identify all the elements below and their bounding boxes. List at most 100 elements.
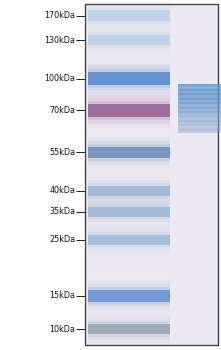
Bar xyxy=(88,5,170,27)
Bar xyxy=(88,177,170,204)
Bar xyxy=(88,196,170,228)
Bar xyxy=(88,284,170,307)
Bar xyxy=(178,91,221,92)
Text: 10kDa: 10kDa xyxy=(49,324,75,334)
Bar xyxy=(88,204,170,219)
Bar xyxy=(178,87,221,88)
Text: 25kDa: 25kDa xyxy=(49,235,75,244)
Bar xyxy=(88,324,170,334)
Bar xyxy=(178,94,221,96)
Text: 130kDa: 130kDa xyxy=(44,36,75,45)
Bar xyxy=(178,104,221,105)
Bar xyxy=(88,95,170,125)
Bar xyxy=(178,99,221,100)
Bar xyxy=(88,135,170,169)
Bar xyxy=(178,85,221,86)
Bar xyxy=(88,72,170,85)
Bar xyxy=(178,128,221,130)
Bar xyxy=(88,69,170,88)
Bar xyxy=(88,224,170,256)
Bar xyxy=(88,174,170,207)
Bar xyxy=(178,130,221,131)
Bar xyxy=(88,30,170,51)
Text: 55kDa: 55kDa xyxy=(49,148,75,157)
Bar xyxy=(178,132,221,133)
Bar xyxy=(178,103,221,104)
Bar xyxy=(88,10,170,21)
Bar xyxy=(88,226,170,253)
Bar xyxy=(88,198,170,225)
Bar xyxy=(178,116,221,117)
Bar xyxy=(178,117,221,118)
Bar xyxy=(178,84,221,86)
Bar xyxy=(88,229,170,250)
Bar xyxy=(88,141,170,163)
Bar xyxy=(88,186,170,196)
Bar xyxy=(178,130,221,131)
Bar xyxy=(178,125,221,126)
Bar xyxy=(88,101,170,120)
Bar xyxy=(178,84,221,85)
Bar xyxy=(88,104,170,117)
Bar xyxy=(178,118,221,119)
Bar xyxy=(88,2,170,29)
Bar xyxy=(88,287,170,304)
Bar xyxy=(88,61,170,97)
Bar xyxy=(178,106,221,108)
Bar xyxy=(178,122,221,123)
Bar xyxy=(178,103,221,104)
Bar xyxy=(88,138,170,166)
Bar xyxy=(178,124,221,125)
Bar xyxy=(178,126,221,127)
Bar xyxy=(88,281,170,310)
Bar xyxy=(88,98,170,122)
Bar xyxy=(178,98,221,99)
Bar xyxy=(178,109,221,110)
Bar xyxy=(178,102,221,103)
Text: 170kDa: 170kDa xyxy=(44,11,75,20)
Bar xyxy=(178,89,221,90)
Text: 70kDa: 70kDa xyxy=(49,106,75,115)
Bar xyxy=(178,116,221,118)
Bar xyxy=(178,93,221,94)
Bar xyxy=(178,120,221,121)
Bar xyxy=(178,98,221,99)
Bar xyxy=(178,101,221,102)
Bar xyxy=(88,64,170,94)
Bar xyxy=(178,125,221,126)
Bar xyxy=(88,66,170,91)
Bar xyxy=(88,27,170,54)
Bar xyxy=(88,144,170,161)
Bar xyxy=(88,321,170,337)
Bar xyxy=(88,183,170,199)
Bar xyxy=(88,232,170,247)
Bar xyxy=(88,313,170,345)
Bar xyxy=(178,112,221,113)
Bar xyxy=(178,100,221,101)
Bar xyxy=(178,86,221,87)
Bar xyxy=(178,96,221,97)
Bar xyxy=(178,111,221,112)
Bar xyxy=(178,123,221,124)
Bar xyxy=(178,84,221,133)
Text: 40kDa: 40kDa xyxy=(49,186,75,195)
Bar xyxy=(178,120,221,121)
Bar xyxy=(178,88,221,89)
Text: 100kDa: 100kDa xyxy=(44,74,75,83)
Bar xyxy=(88,24,170,56)
Text: 15kDa: 15kDa xyxy=(49,291,75,300)
Bar xyxy=(178,97,221,98)
Bar xyxy=(178,110,221,111)
Bar xyxy=(178,119,221,120)
Bar xyxy=(88,180,170,202)
Bar xyxy=(178,89,221,91)
Bar xyxy=(178,95,221,96)
Bar xyxy=(178,121,221,122)
Bar xyxy=(88,0,170,32)
Bar xyxy=(178,113,221,114)
Bar xyxy=(178,107,221,108)
Bar xyxy=(88,315,170,343)
Bar xyxy=(88,92,170,128)
Bar xyxy=(178,128,221,129)
Bar xyxy=(178,93,221,94)
